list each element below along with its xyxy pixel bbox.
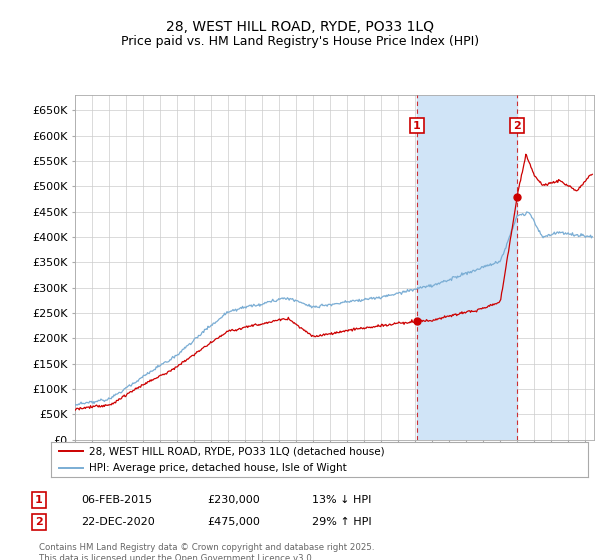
Text: 28, WEST HILL ROAD, RYDE, PO33 1LQ (detached house): 28, WEST HILL ROAD, RYDE, PO33 1LQ (deta…: [89, 446, 384, 456]
Text: 13% ↓ HPI: 13% ↓ HPI: [312, 495, 371, 505]
Text: 2: 2: [513, 120, 521, 130]
Text: 29% ↑ HPI: 29% ↑ HPI: [312, 517, 371, 527]
Text: 1: 1: [413, 120, 421, 130]
Text: 2: 2: [35, 517, 43, 527]
Text: 28, WEST HILL ROAD, RYDE, PO33 1LQ: 28, WEST HILL ROAD, RYDE, PO33 1LQ: [166, 20, 434, 34]
Text: 06-FEB-2015: 06-FEB-2015: [81, 495, 152, 505]
Bar: [417, 95, 517, 440]
Text: £475,000: £475,000: [207, 517, 260, 527]
Text: Price paid vs. HM Land Registry's House Price Index (HPI): Price paid vs. HM Land Registry's House …: [121, 35, 479, 48]
Text: 1: 1: [35, 495, 43, 505]
Text: 22-DEC-2020: 22-DEC-2020: [81, 517, 155, 527]
Text: £230,000: £230,000: [207, 495, 260, 505]
Text: Contains HM Land Registry data © Crown copyright and database right 2025.
This d: Contains HM Land Registry data © Crown c…: [39, 543, 374, 560]
Text: HPI: Average price, detached house, Isle of Wight: HPI: Average price, detached house, Isle…: [89, 463, 346, 473]
